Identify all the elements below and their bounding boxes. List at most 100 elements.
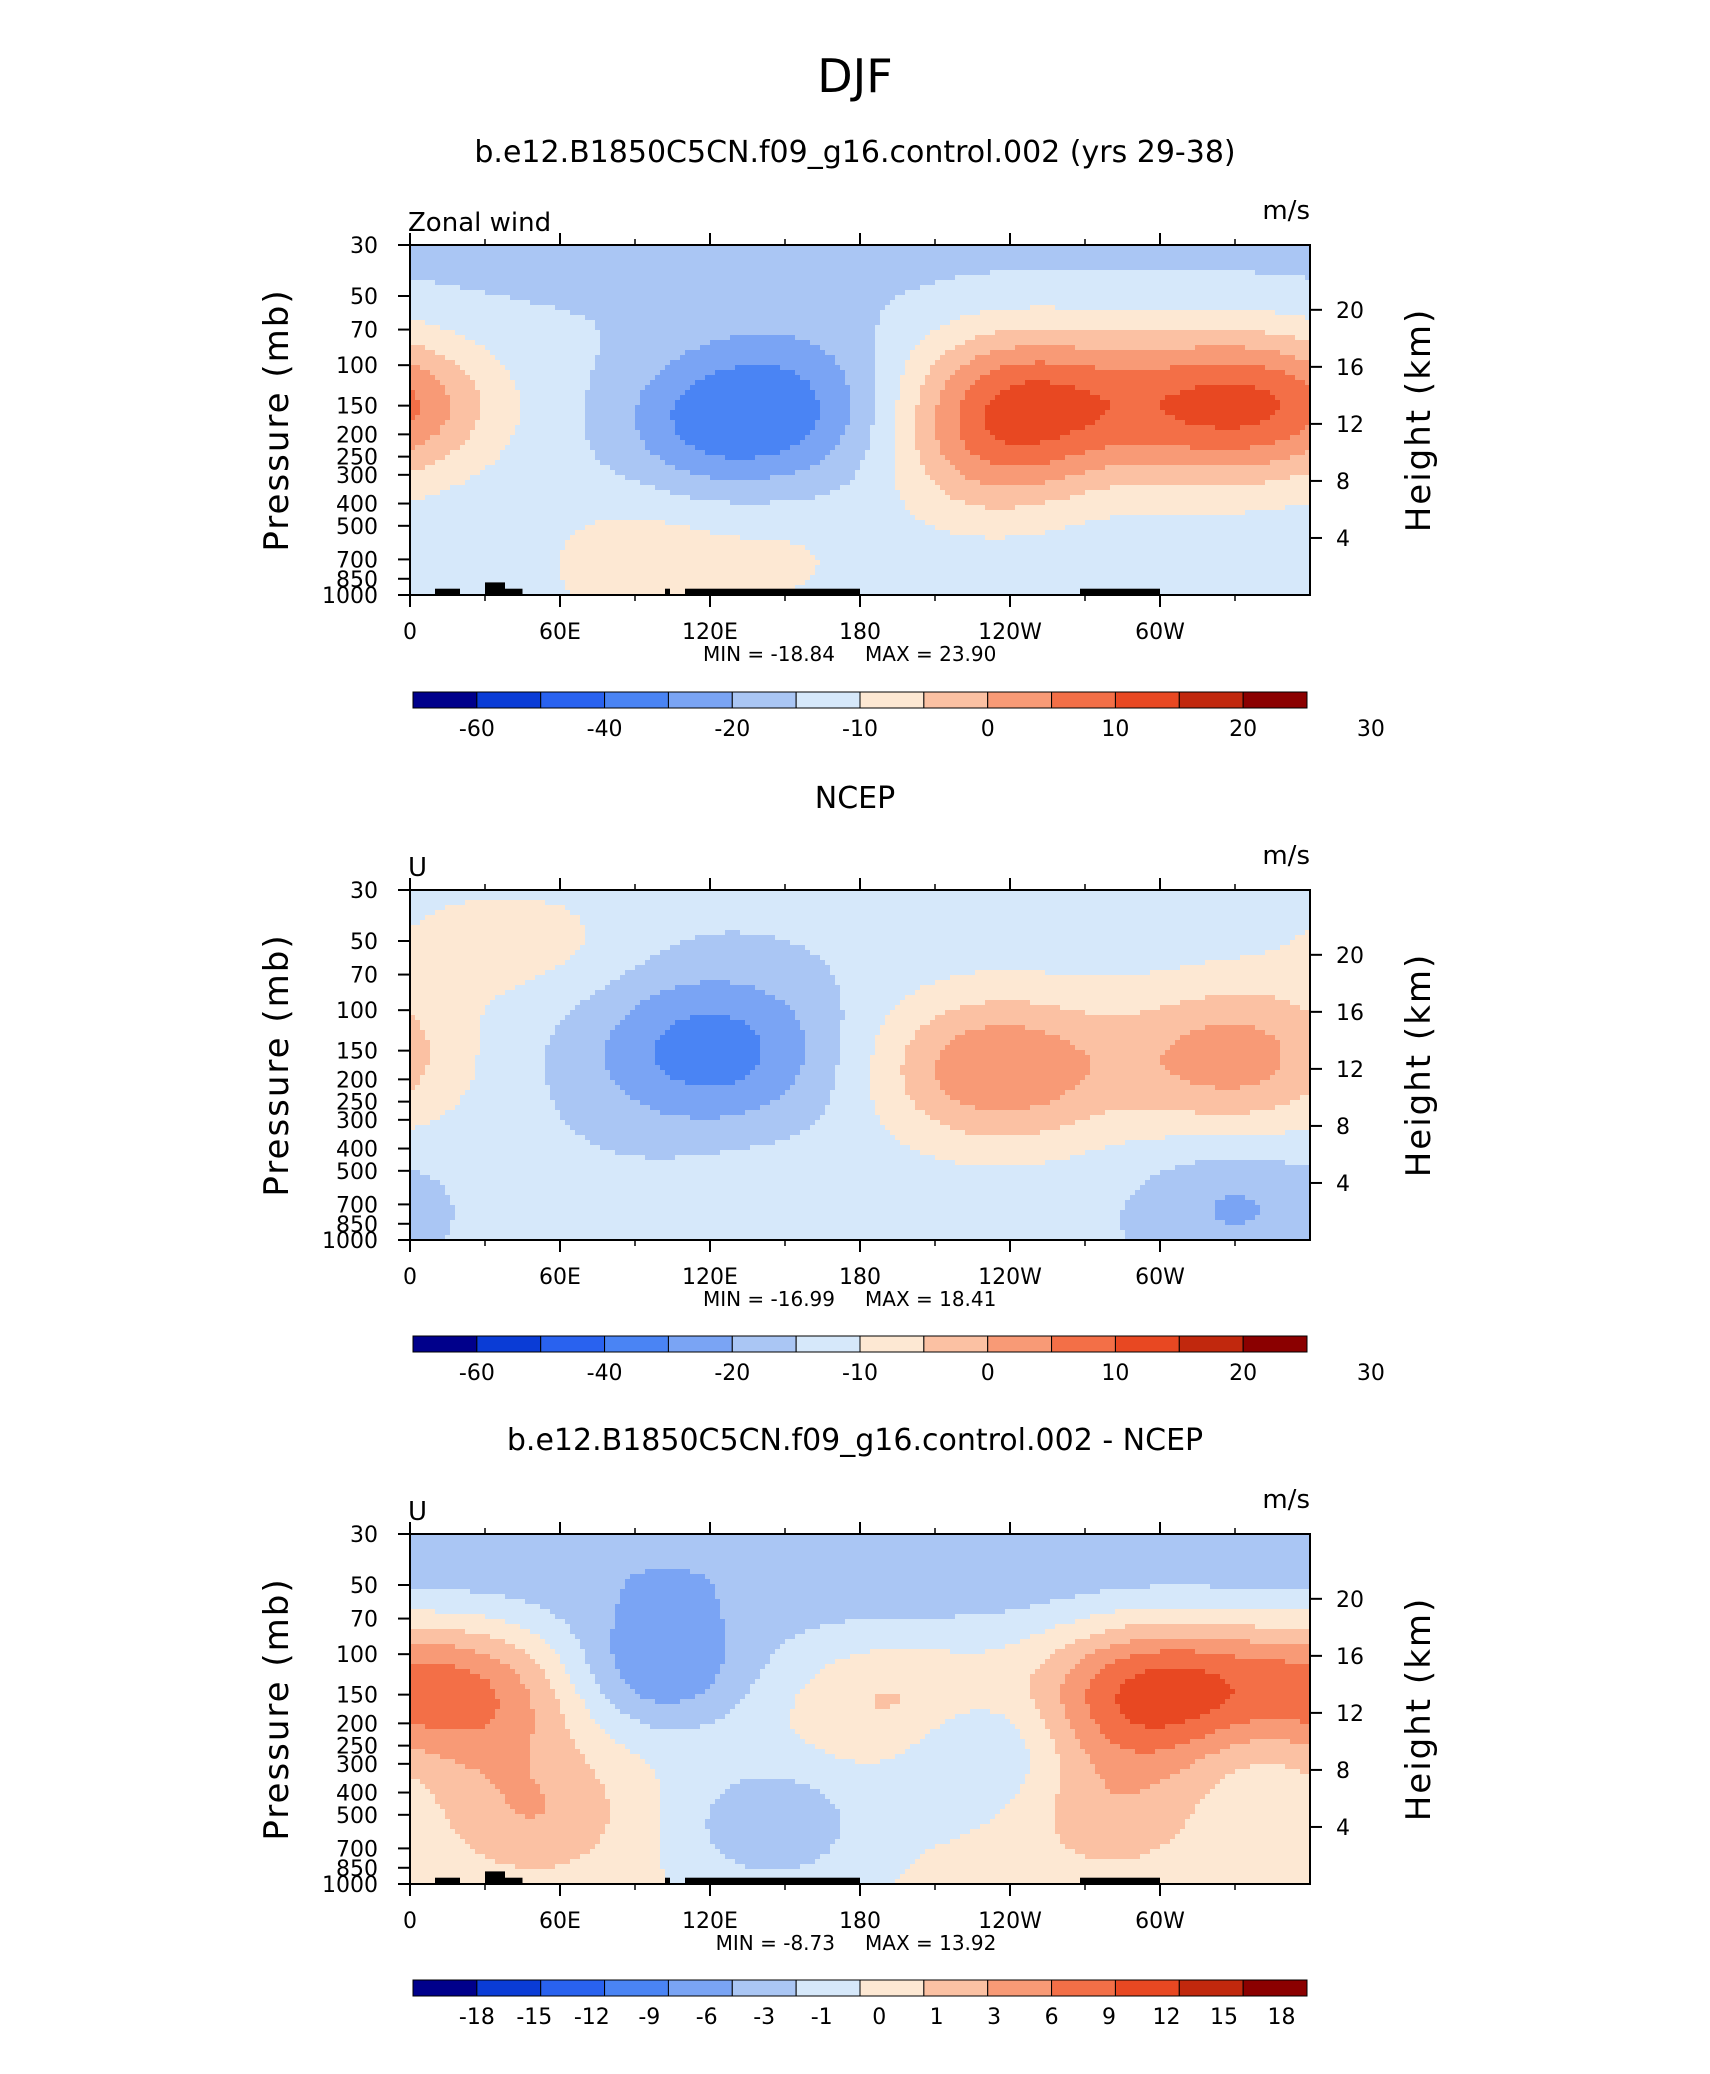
contour-cell bbox=[660, 1829, 711, 1835]
contour-cell bbox=[410, 315, 586, 321]
contour-cell bbox=[940, 390, 966, 396]
contour-cell bbox=[410, 345, 426, 351]
contour-cell bbox=[590, 445, 646, 451]
contour-cell bbox=[1015, 345, 1076, 351]
contour-cell bbox=[410, 1105, 456, 1111]
contour-cell bbox=[545, 1669, 566, 1675]
x-tick-label: 60E bbox=[539, 1909, 581, 1934]
contour-cell bbox=[455, 1644, 516, 1650]
contour-cell bbox=[515, 385, 591, 391]
contour-cell bbox=[550, 1035, 611, 1041]
contour-cell bbox=[410, 940, 586, 946]
contour-cell bbox=[1125, 1624, 1256, 1630]
contour-cell bbox=[905, 505, 986, 511]
contour-cell bbox=[1280, 1045, 1310, 1051]
contour-cell bbox=[875, 1050, 906, 1056]
contour-cell bbox=[655, 1699, 681, 1705]
contour-cell bbox=[580, 1854, 661, 1860]
contour-cell bbox=[410, 1559, 1310, 1565]
contour-cell bbox=[750, 1689, 801, 1695]
contour-cell bbox=[585, 925, 1310, 931]
colorbar-swatch bbox=[540, 1335, 606, 1353]
contour-cell bbox=[1095, 1649, 1161, 1655]
contour-cell bbox=[480, 1015, 566, 1021]
contour-cell bbox=[1075, 345, 1196, 351]
contour-cell bbox=[760, 1055, 806, 1061]
contour-cell bbox=[600, 340, 711, 346]
contour-cell bbox=[1160, 1649, 1196, 1655]
contour-cell bbox=[1175, 1165, 1310, 1171]
contour-cell bbox=[900, 1070, 936, 1076]
contour-cell bbox=[1045, 1719, 1071, 1725]
contour-cell bbox=[830, 490, 901, 496]
contour-cell bbox=[530, 1769, 596, 1775]
contour-cell bbox=[1205, 1734, 1310, 1740]
contour-cell bbox=[1030, 1679, 1066, 1685]
contour-cell bbox=[530, 1754, 586, 1760]
contour-cell bbox=[455, 1205, 1126, 1211]
contour-cell bbox=[590, 440, 646, 446]
panels: b.e12.B1850C5CN.f09_g16.control.002 (yrs… bbox=[257, 135, 1439, 2030]
contour-cell bbox=[1095, 1719, 1131, 1725]
contour-cell bbox=[410, 335, 466, 341]
contour-cell bbox=[590, 1764, 651, 1770]
contour-cell bbox=[655, 1040, 761, 1046]
contour-cell bbox=[645, 1569, 691, 1575]
y-tick-label: 50 bbox=[350, 285, 378, 310]
contour-cell bbox=[1210, 1709, 1310, 1715]
y-tick-label: 30 bbox=[350, 1523, 378, 1548]
contour-cell bbox=[510, 370, 591, 376]
contour-cell bbox=[1265, 480, 1310, 486]
contour-cell bbox=[410, 1809, 446, 1815]
contour-cell bbox=[470, 1085, 551, 1091]
contour-cell bbox=[910, 510, 1246, 516]
contour-cell bbox=[450, 400, 481, 406]
contour-cell bbox=[545, 1794, 606, 1800]
contour-cell bbox=[770, 475, 856, 481]
colorbar-label: -20 bbox=[714, 717, 750, 742]
contour-cell bbox=[445, 355, 496, 361]
contour-cell bbox=[840, 1020, 886, 1026]
contour-cell bbox=[410, 460, 436, 466]
contour-cell bbox=[610, 1644, 726, 1650]
panel-units-label: m/s bbox=[1262, 1485, 1310, 1515]
contour-cell bbox=[500, 1704, 531, 1710]
contour-cell bbox=[1085, 425, 1216, 431]
contour-cell bbox=[980, 310, 1276, 316]
contour-cell bbox=[555, 1614, 616, 1620]
contour-cell bbox=[935, 405, 961, 411]
contour-cell bbox=[705, 1689, 751, 1695]
contour-cell bbox=[760, 1050, 806, 1056]
contour-cell bbox=[410, 1010, 486, 1016]
contour-cell bbox=[1295, 375, 1310, 381]
contour-cell bbox=[960, 365, 1001, 371]
contour-cell bbox=[410, 1649, 476, 1655]
contour-cell bbox=[1270, 415, 1310, 421]
contour-cell bbox=[1170, 1774, 1226, 1780]
contour-cell bbox=[1245, 1220, 1310, 1226]
contour-cell bbox=[430, 1055, 476, 1061]
contour-cell bbox=[895, 400, 921, 406]
contour-cell bbox=[410, 945, 581, 951]
contour-cell bbox=[805, 1040, 841, 1046]
contour-cell bbox=[895, 405, 916, 411]
contour-cell bbox=[1095, 365, 1171, 371]
contour-cell bbox=[900, 380, 926, 386]
contour-cell bbox=[745, 1020, 801, 1026]
contour-cell bbox=[890, 1130, 966, 1136]
contour-cell bbox=[1280, 350, 1310, 356]
contour-cell bbox=[805, 1030, 841, 1036]
contour-cell bbox=[1020, 1639, 1076, 1645]
contour-cell bbox=[1075, 1085, 1216, 1091]
contour-cell bbox=[635, 965, 831, 971]
contour-cell bbox=[840, 1824, 981, 1830]
contour-cell bbox=[940, 1080, 1081, 1086]
contour-cell bbox=[455, 1664, 511, 1670]
contour-cell bbox=[410, 245, 1310, 251]
contour-cell bbox=[955, 275, 1306, 281]
contour-cell bbox=[410, 925, 586, 931]
contour-cell bbox=[410, 1694, 496, 1700]
contour-cell bbox=[810, 950, 1266, 956]
contour-cell bbox=[920, 385, 946, 391]
contour-field bbox=[410, 1534, 1310, 1884]
